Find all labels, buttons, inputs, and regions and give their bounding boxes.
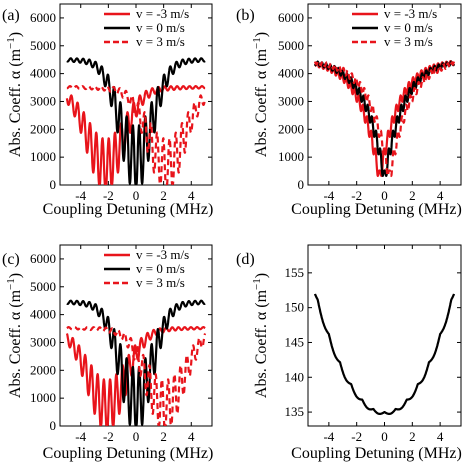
legend-entry: v = 3 m/s <box>384 34 433 49</box>
panel-label: (a) <box>2 7 20 24</box>
x-tick-label: -2 <box>351 188 362 203</box>
x-tick-label: 0 <box>381 188 388 203</box>
y-tick-label: 2000 <box>30 362 56 377</box>
series-line-2 <box>66 299 206 426</box>
x-tick-label: 4 <box>437 188 444 203</box>
legend-entry: v = -3 m/s <box>136 247 189 262</box>
chart-panel-3: -4 -2 0 2 4 0 1000 2000 3000 4000 5000 6000 v = -3 m… <box>2 244 214 462</box>
legend-entry: v = -3 m/s <box>384 6 437 21</box>
y-axis-label: Abs. Coeff. α (m−1) <box>251 273 270 398</box>
y-tick-label: 6000 <box>278 10 304 25</box>
y-tick-label: 2000 <box>30 121 56 136</box>
x-tick-label: -4 <box>75 188 86 203</box>
x-tick-label: 2 <box>409 188 416 203</box>
x-tick-label: 2 <box>160 188 167 203</box>
x-tick-label: 0 <box>133 188 140 203</box>
y-tick-label: 0 <box>50 177 57 192</box>
series-line-1 <box>65 326 206 426</box>
y-tick-label: 5000 <box>30 279 56 294</box>
panel-label: (b) <box>236 7 255 24</box>
series-line-3 <box>66 84 207 185</box>
x-tick-label: -4 <box>75 429 86 444</box>
y-axis-label: Abs. Coeff. α (m−1) <box>5 32 24 157</box>
series-line-1 <box>65 84 206 185</box>
y-tick-label: 5000 <box>30 38 56 53</box>
x-tick-label: 0 <box>133 429 140 444</box>
panel-label: (c) <box>2 251 20 268</box>
x-tick-label: -2 <box>103 188 114 203</box>
y-tick-label: 155 <box>285 265 305 280</box>
y-tick-label: 1000 <box>30 149 56 164</box>
x-axis-label: Coupling Detuning (MHz) <box>43 201 214 218</box>
y-tick-label: 145 <box>285 334 305 349</box>
y-tick-label: 4000 <box>30 307 56 322</box>
y-tick-label: 2000 <box>278 121 304 136</box>
y-tick-label: 4000 <box>30 66 56 81</box>
x-tick-label: 4 <box>437 429 444 444</box>
x-axis-label: Coupling Detuning (MHz) <box>291 201 462 218</box>
legend: v = -3 m/sv = 0 m/sv = 3 m/s <box>104 6 189 49</box>
legend-entry: v = -3 m/s <box>136 6 189 21</box>
y-tick-label: 0 <box>50 418 57 433</box>
series-line-3 <box>66 326 207 426</box>
legend-entry: v = 3 m/s <box>136 34 185 49</box>
y-tick-label: 6000 <box>30 10 56 25</box>
y-tick-label: 4000 <box>278 66 304 81</box>
series-line-2 <box>66 57 206 185</box>
y-tick-label: 140 <box>285 369 305 384</box>
x-tick-label: 4 <box>188 188 195 203</box>
y-tick-label: 0 <box>298 177 305 192</box>
x-tick-label: -4 <box>323 188 334 203</box>
legend-entry: v = 0 m/s <box>384 20 433 35</box>
y-axis-label: Abs. Coeff. α (m−1) <box>5 273 24 398</box>
legend-entry: v = 3 m/s <box>136 275 185 290</box>
legend-entry: v = 0 m/s <box>136 20 185 35</box>
legend: v = -3 m/sv = 0 m/sv = 3 m/s <box>352 6 437 49</box>
x-tick-label: -2 <box>103 429 114 444</box>
legend-entry: v = 0 m/s <box>136 261 185 276</box>
x-tick-label: 2 <box>409 429 416 444</box>
y-tick-label: 150 <box>285 300 305 315</box>
y-axis-label: Abs. Coeff. α (m−1) <box>251 32 270 157</box>
y-tick-label: 3000 <box>30 93 56 108</box>
legend: v = -3 m/sv = 0 m/sv = 3 m/s <box>104 247 189 290</box>
y-tick-label: 6000 <box>30 251 56 266</box>
x-tick-label: -4 <box>323 429 334 444</box>
chart-panel-2: -4 -2 0 2 4 0 1000 2000 3000 4000 5000 6000 v = -3 m… <box>236 3 462 218</box>
series-line-2 <box>313 60 456 177</box>
x-axis-label: Coupling Detuning (MHz) <box>291 445 462 462</box>
plot-frame <box>307 244 462 427</box>
y-tick-label: 3000 <box>30 334 56 349</box>
x-tick-label: 2 <box>160 429 167 444</box>
y-tick-label: 1000 <box>278 149 304 164</box>
chart-panel-4: -4 -2 0 2 4 135 140 145 150 155 (d) Coupling Detuni… <box>236 244 462 462</box>
series-line-1 <box>314 59 456 177</box>
y-tick-label: 1000 <box>30 390 56 405</box>
series-line-1 <box>313 293 456 415</box>
panel-label: (d) <box>236 251 255 268</box>
y-tick-label: 135 <box>285 404 305 419</box>
series-line-3 <box>313 59 455 177</box>
y-tick-label: 5000 <box>278 38 304 53</box>
y-tick-label: 3000 <box>278 93 304 108</box>
x-tick-label: -2 <box>351 429 362 444</box>
x-axis-label: Coupling Detuning (MHz) <box>43 445 214 462</box>
x-tick-label: 4 <box>188 429 195 444</box>
x-tick-label: 0 <box>381 429 388 444</box>
chart-panel-1: -4 -2 0 2 4 0 1000 2000 3000 4000 5000 6000 v = -3 m… <box>2 3 214 218</box>
